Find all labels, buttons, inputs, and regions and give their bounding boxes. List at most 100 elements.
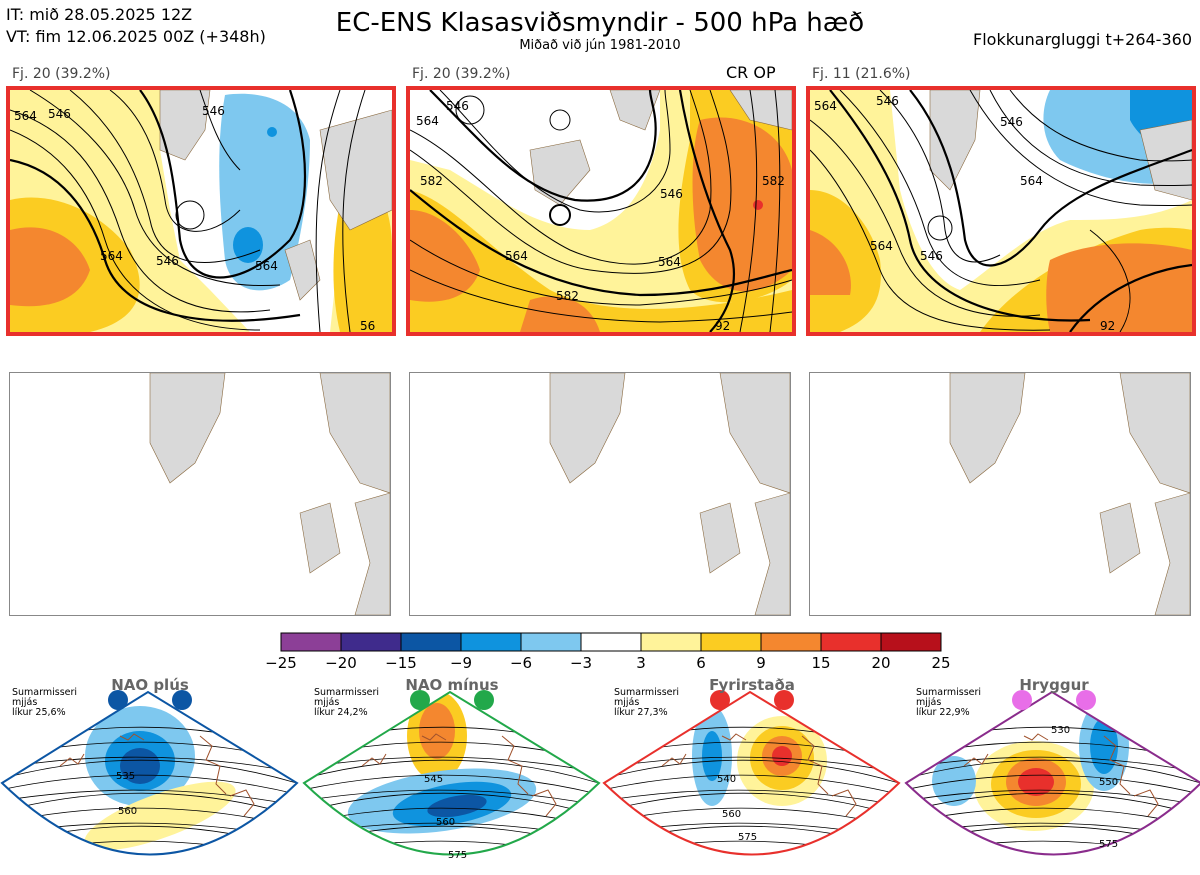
cluster-2-contour-label: 582 (556, 289, 579, 303)
cluster-2-contour-label: 546 (446, 99, 469, 113)
init-time: IT: mið 28.05.2025 12Z (6, 5, 193, 24)
colorbar-tick-label: 15 (811, 654, 831, 672)
regime-contour-label: 575 (738, 832, 757, 843)
colorbar-tick-label: 9 (756, 654, 766, 672)
regime-contour-label: 545 (424, 774, 443, 785)
regime-contour-label: 535 (116, 771, 135, 782)
empty-map-2-svg (549, 373, 790, 615)
regime-title: Hryggur (1019, 676, 1089, 694)
cluster-map-3: 546 564 546 564 564 546 92 (806, 86, 1196, 336)
empty-map-1-svg (149, 373, 390, 615)
cluster-map-1: 546 564 546 564 546 564 56 (6, 86, 396, 336)
regime-marker-dot (474, 690, 494, 710)
empty-map-1 (9, 372, 391, 616)
regime-map: 530 550 575 (904, 690, 1200, 856)
colorbar-tick-label: 6 (696, 654, 706, 672)
cluster-1-contour-label: 546 (48, 107, 71, 121)
cluster-map-1-svg: 546 564 546 564 546 564 56 (10, 90, 392, 332)
cluster-3-contour-label: 546 (1000, 115, 1023, 129)
cluster-2-tag: CR OP (726, 63, 776, 82)
cluster-3-contour-label: 546 (920, 249, 943, 263)
regime-contour-label: 540 (717, 774, 736, 785)
regime-marker-dot (774, 690, 794, 710)
cluster-2-contour-label: 582 (420, 174, 443, 188)
regime-marker-dot (710, 690, 730, 710)
cluster-map-3-svg: 546 564 546 564 564 546 92 (810, 90, 1192, 332)
regime-note-line: Sumarmisseri (916, 687, 982, 698)
colorbar-tick-label: 20 (871, 654, 891, 672)
valid-time: VT: fim 12.06.2025 00Z (+348h) (6, 27, 266, 46)
regime-marker-dot (1012, 690, 1032, 710)
colorbar-bin (820, 632, 882, 652)
regime-note-line: mjjás (12, 697, 38, 708)
colorbar-bin (760, 632, 822, 652)
colorbar-tick-label: −20 (325, 654, 357, 672)
colorbar-tick-label: −6 (509, 654, 533, 672)
empty-map-3-svg (949, 373, 1190, 615)
regime-contour-label: 550 (1099, 777, 1118, 788)
regime-note-line: mjjás (916, 697, 942, 708)
regime-panel: 535 560 (0, 676, 300, 871)
cluster-2-contour-label: 582 (762, 174, 785, 188)
empty-map-2 (409, 372, 791, 616)
cluster-1-contour-label: 564 (255, 259, 278, 273)
regime-panel: 540 560 575 (602, 676, 902, 871)
cluster-2-contour-label: 564 (505, 249, 528, 263)
cluster-3-contour-label: 564 (870, 239, 893, 253)
cluster-1-contour-label: 546 (156, 254, 179, 268)
regime-title: NAO plús (111, 676, 189, 694)
colorbar-tick-label: −3 (569, 654, 593, 672)
colorbar-bin (340, 632, 402, 652)
regime-panel: 545 560 575 (302, 676, 602, 871)
header-info: IT: mið 28.05.2025 12Z VT: fim 12.06.202… (6, 4, 266, 48)
cluster-1-contour-label: 56 (360, 319, 375, 332)
colorbar-tick-label: −9 (449, 654, 473, 672)
classification-window: Flokkunargluggi t+264-360 (973, 30, 1192, 49)
regime-title: Fyrirstaða (709, 676, 795, 694)
regime-map: 545 560 575 (302, 690, 601, 861)
cluster-2-contour-label: 564 (416, 114, 439, 128)
cluster-2-contour-label: 546 (660, 187, 683, 201)
regime-note: Sumarmisseri mjjás líkur 24,2% (314, 688, 379, 718)
regime-marker-dot (108, 690, 128, 710)
regime-note-line: líkur 22,9% (916, 707, 970, 718)
regime-map: 535 560 (0, 690, 299, 856)
regime-contour-label: 560 (436, 817, 455, 828)
page-subtitle: Miðað við jún 1981-2010 (519, 38, 681, 53)
colorbar-tick-label: 25 (931, 654, 951, 672)
regime-note-line: mjjás (314, 697, 340, 708)
regime-contour-label: 575 (1099, 839, 1118, 850)
cluster-map-2-svg: 546 564 546 582 564 582 582 564 92 (410, 90, 792, 332)
cluster-2-label: Fj. 20 (39.2%) (412, 66, 511, 82)
regime-note-line: mjjás (614, 697, 640, 708)
regime-marker-dot (1076, 690, 1096, 710)
cluster-1-contour-label: 546 (202, 104, 225, 118)
regime-map: 540 560 575 (602, 690, 901, 856)
colorbar-bin (280, 632, 342, 652)
colorbar-tick-label: −25 (265, 654, 297, 672)
regime-note-line: líkur 24,2% (314, 707, 368, 718)
cluster-3-contour-label: 546 (876, 94, 899, 108)
regime-note: Sumarmisseri mjjás líkur 25,6% (12, 688, 77, 718)
cluster-map-2: 546 564 546 582 564 582 582 564 92 (406, 86, 796, 336)
regime-panel: 530 550 575 (904, 676, 1200, 871)
colorbar-bin (520, 632, 582, 652)
regime-note-line: Sumarmisseri (614, 687, 680, 698)
regime-note: Sumarmisseri mjjás líkur 22,9% (916, 688, 981, 718)
colorbar-tick-label: 3 (636, 654, 646, 672)
cluster-3-contour-label: 92 (1100, 319, 1115, 332)
page-title: EC-ENS Klasasviðsmyndir - 500 hPa hæð (335, 8, 865, 38)
regime-marker-dot (410, 690, 430, 710)
colorbar (280, 632, 942, 652)
regime-contour-label: 530 (1051, 725, 1070, 736)
cluster-2-contour-label: 92 (715, 319, 730, 332)
regime-note-line: líkur 25,6% (12, 707, 66, 718)
regime-contour-label: 560 (722, 809, 741, 820)
empty-map-3 (809, 372, 1191, 616)
cluster-3-contour-label: 564 (1020, 174, 1043, 188)
regime-title: NAO mínus (405, 676, 499, 694)
colorbar-bin (580, 632, 642, 652)
colorbar-tick-label: −15 (385, 654, 417, 672)
regime-note-line: Sumarmisseri (314, 687, 380, 698)
regime-contour-label: 575 (448, 850, 467, 861)
